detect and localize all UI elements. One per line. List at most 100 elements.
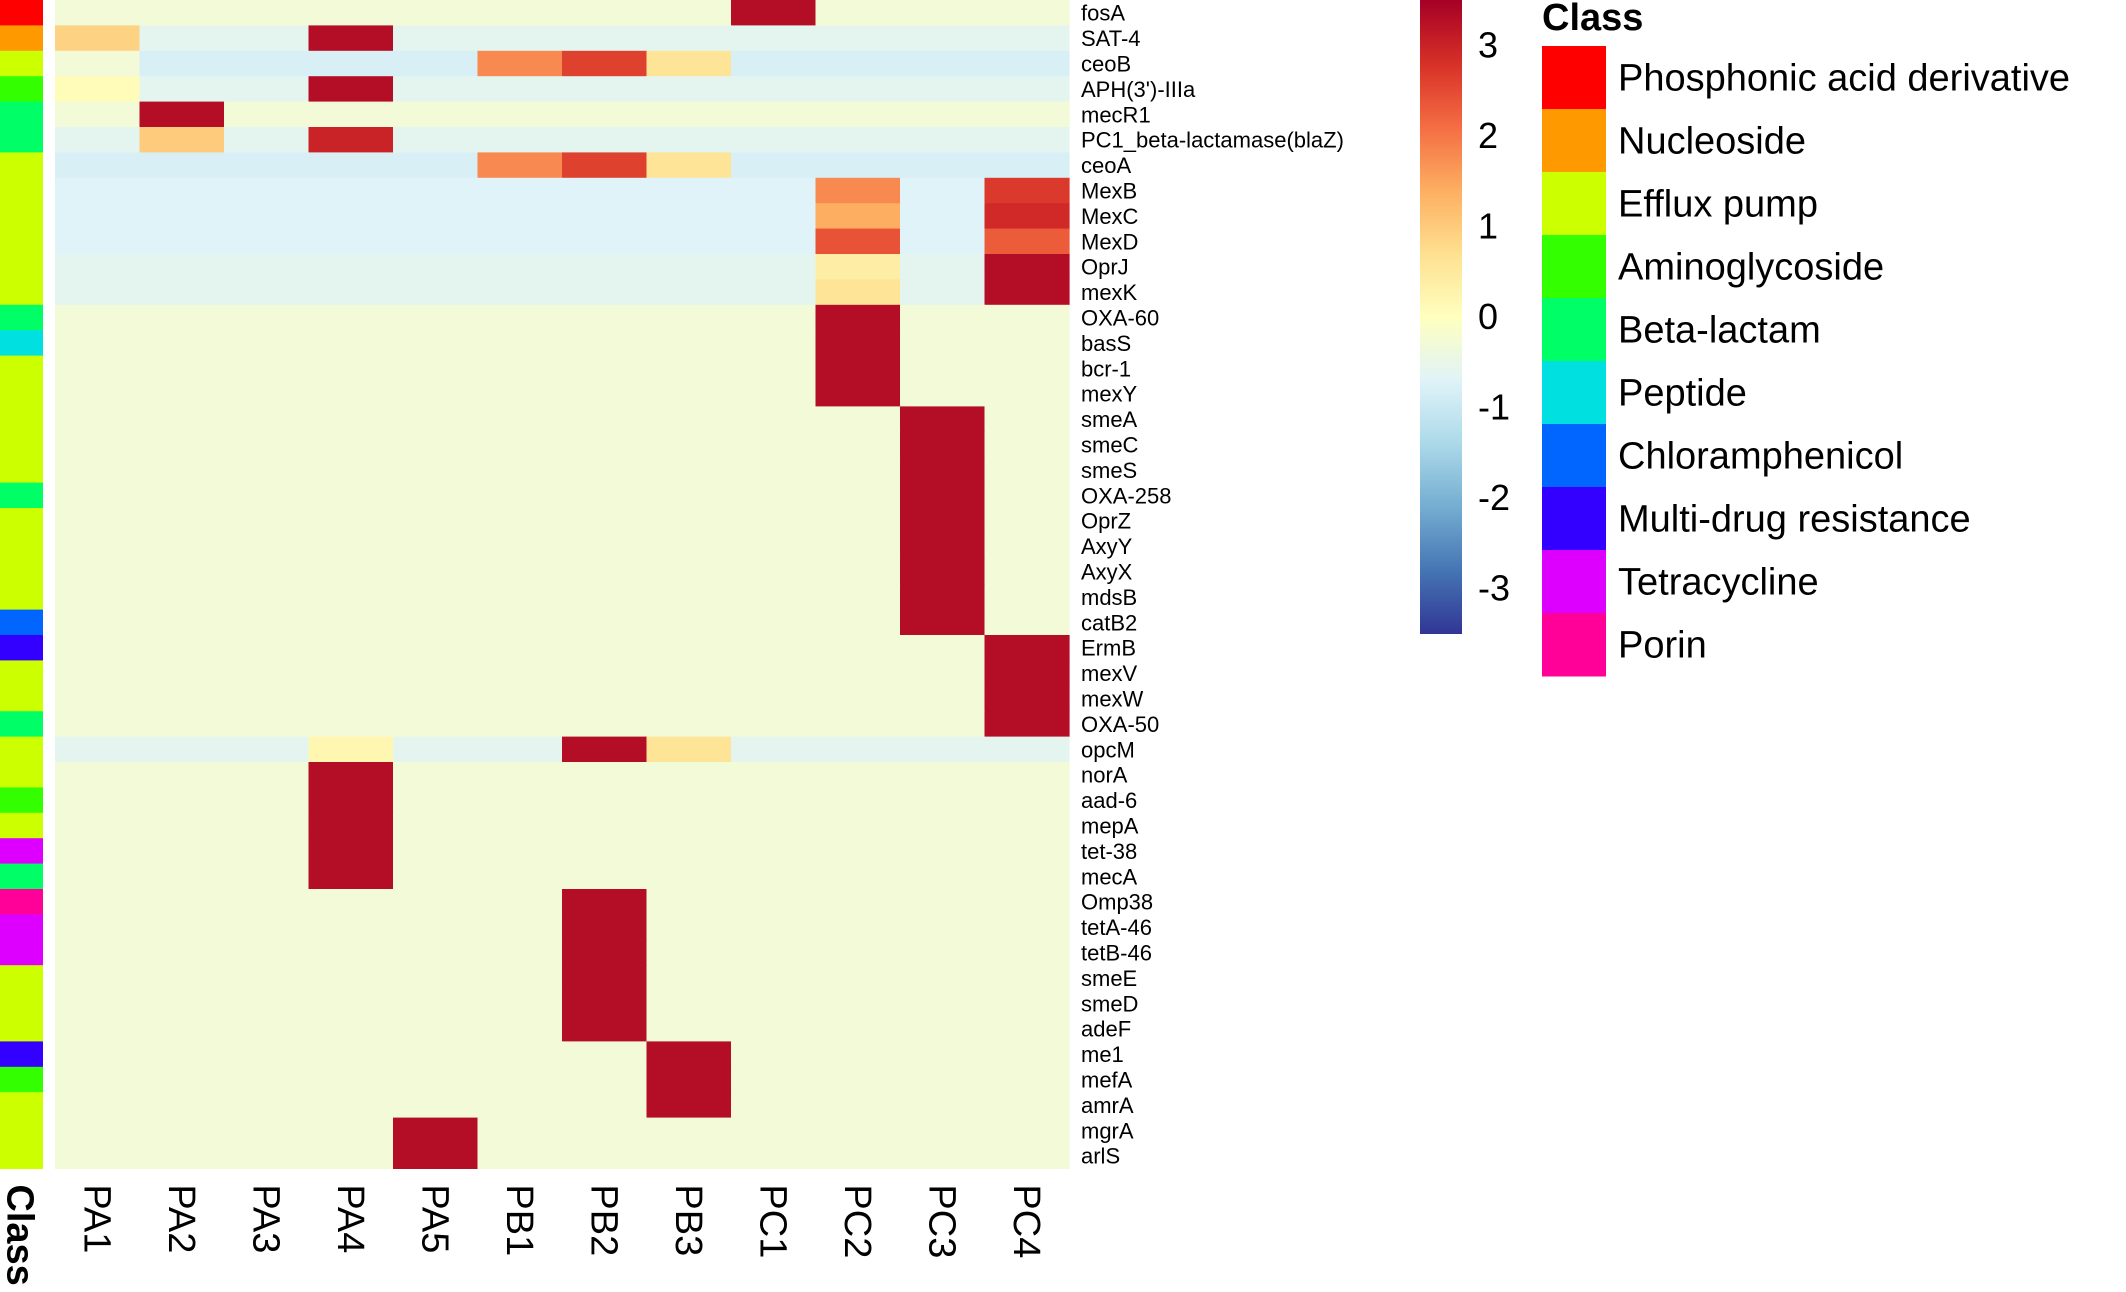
heatmap-cell — [477, 1041, 563, 1068]
column-label: PC3 — [920, 1184, 962, 1258]
heatmap-cell — [815, 660, 901, 687]
heatmap-cell — [477, 203, 563, 230]
legend-swatch — [1542, 172, 1606, 236]
heatmap-cell — [477, 101, 563, 128]
class-annotation-cell — [0, 863, 43, 890]
heatmap-cell — [646, 127, 732, 153]
row-label: ceoB — [1081, 52, 1131, 77]
row-label: mecA — [1081, 864, 1138, 889]
heatmap-cell — [900, 838, 986, 865]
heatmap-cell — [900, 381, 986, 407]
column-label: PB2 — [582, 1184, 624, 1256]
heatmap-cell — [393, 25, 479, 52]
row-label: AxyX — [1081, 560, 1133, 585]
row-label: APH(3')-IIIa — [1081, 77, 1196, 102]
heatmap-cell — [55, 558, 141, 585]
heatmap-cell — [815, 736, 901, 763]
heatmap-cell — [139, 0, 225, 26]
heatmap-cell — [646, 1041, 732, 1068]
heatmap-cell — [308, 635, 394, 661]
heatmap-cell — [393, 635, 479, 661]
heatmap-cell — [477, 889, 563, 915]
heatmap-cell — [55, 1117, 141, 1144]
heatmap-cell — [731, 889, 817, 915]
heatmap-cell — [562, 304, 648, 331]
heatmap-cell — [393, 660, 479, 687]
legend-label: Aminoglycoside — [1618, 247, 1884, 289]
heatmap-cell — [815, 812, 901, 839]
heatmap-cell — [815, 1143, 901, 1169]
class-annotation-cell — [0, 431, 43, 458]
heatmap-cell — [139, 762, 225, 788]
heatmap-cell — [731, 508, 817, 534]
heatmap-cell — [562, 1143, 648, 1169]
heatmap-cell — [900, 863, 986, 890]
heatmap-cell — [139, 203, 225, 230]
heatmap-cell — [646, 965, 732, 992]
heatmap-cell — [477, 127, 563, 153]
heatmap-cell — [55, 533, 141, 560]
heatmap-cell — [815, 635, 901, 661]
class-annotation-cell — [0, 1092, 43, 1119]
heatmap-cell — [562, 254, 648, 280]
heatmap-cell — [562, 101, 648, 128]
heatmap-cell — [139, 254, 225, 280]
heatmap-cell — [477, 50, 563, 77]
heatmap-cell — [900, 635, 986, 661]
heatmap-cell — [900, 0, 986, 26]
heatmap-cell — [224, 254, 310, 280]
heatmap-cell — [393, 1016, 479, 1042]
column-label: PA3 — [244, 1184, 286, 1253]
heatmap-cell — [984, 1117, 1070, 1144]
heatmap-cell — [646, 736, 732, 763]
heatmap-cell — [562, 889, 648, 915]
column-label: PA2 — [160, 1184, 202, 1253]
heatmap-cell — [393, 609, 479, 636]
heatmap-cell — [815, 304, 901, 331]
heatmap-cell — [224, 533, 310, 560]
heatmap-cell — [900, 812, 986, 839]
heatmap-cell — [308, 254, 394, 280]
class-annotation-cell — [0, 279, 43, 306]
heatmap-cell — [477, 431, 563, 458]
heatmap-cell — [55, 863, 141, 890]
heatmap-cell — [139, 431, 225, 458]
class-annotation-cell — [0, 635, 43, 661]
heatmap-cell — [224, 558, 310, 585]
row-label: ceoA — [1081, 153, 1131, 178]
heatmap-cell — [731, 1117, 817, 1144]
heatmap-cell — [815, 355, 901, 382]
heatmap-cell — [984, 1092, 1070, 1119]
heatmap-cell — [815, 381, 901, 407]
heatmap-cell — [477, 482, 563, 509]
heatmap-cell — [815, 1117, 901, 1144]
heatmap-cell — [731, 152, 817, 179]
heatmap-cell — [224, 279, 310, 306]
heatmap-cell — [562, 508, 648, 534]
heatmap-cell — [646, 863, 732, 890]
heatmap-cell — [646, 533, 732, 560]
heatmap-cell — [393, 279, 479, 306]
heatmap-cell — [731, 127, 817, 153]
heatmap-cell — [562, 787, 648, 814]
legend-swatch — [1542, 235, 1606, 299]
heatmap-cell — [139, 889, 225, 915]
heatmap-cell — [55, 1066, 141, 1093]
colorbar-tick-label: ‑2 — [1478, 477, 1510, 518]
heatmap-cell — [731, 76, 817, 103]
class-annotation-cell — [0, 1041, 43, 1068]
heatmap-cell — [900, 939, 986, 966]
heatmap-cell — [308, 457, 394, 484]
heatmap-cell — [308, 660, 394, 687]
heatmap-cell — [393, 1117, 479, 1144]
heatmap-cell — [900, 203, 986, 230]
heatmap-cell — [139, 279, 225, 306]
class-annotation-cell — [0, 0, 43, 26]
heatmap-cell — [139, 355, 225, 382]
heatmap-cell — [55, 228, 141, 255]
heatmap-cell — [139, 787, 225, 814]
heatmap-cell — [900, 457, 986, 484]
heatmap-cell — [477, 838, 563, 865]
heatmap-cell — [393, 685, 479, 712]
heatmap-cell — [984, 1143, 1070, 1169]
